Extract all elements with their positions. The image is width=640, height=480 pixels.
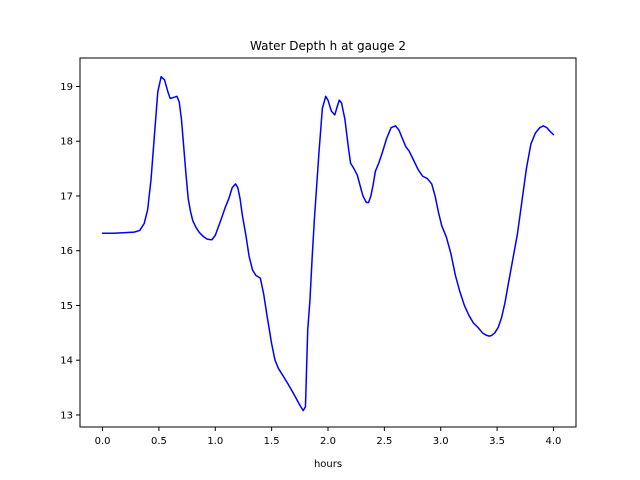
x-tick-label: 2.0 bbox=[320, 436, 336, 447]
y-tick-label: 17 bbox=[60, 191, 73, 202]
x-tick-label: 2.5 bbox=[376, 436, 392, 447]
x-tick-label: 4.0 bbox=[546, 436, 562, 447]
series-layer bbox=[101, 75, 555, 412]
x-tick-label: 1.5 bbox=[264, 436, 280, 447]
y-tick-label: 13 bbox=[60, 410, 73, 421]
x-tick-label: 1.0 bbox=[207, 436, 223, 447]
x-tick-label: 3.0 bbox=[433, 436, 449, 447]
y-tick-label: 18 bbox=[60, 137, 73, 148]
y-tick-label: 14 bbox=[60, 356, 73, 367]
x-tick-label: 3.5 bbox=[489, 436, 505, 447]
x-tick-label: 0.5 bbox=[151, 436, 167, 447]
x-tick-label: 0.0 bbox=[95, 436, 111, 447]
y-axis: 13 14 15 16 17 18 19 bbox=[60, 82, 80, 421]
chart-title: Water Depth h at gauge 2 bbox=[250, 39, 406, 53]
x-axis: 0.0 0.5 1.0 1.5 2.0 2.5 3.0 3.5 4.0 bbox=[95, 427, 562, 447]
y-tick-label: 15 bbox=[60, 301, 73, 312]
y-tick-label: 16 bbox=[60, 246, 73, 257]
series-line-0 bbox=[101, 75, 555, 412]
y-tick-label: 19 bbox=[60, 82, 73, 93]
x-axis-label: hours bbox=[314, 459, 342, 470]
